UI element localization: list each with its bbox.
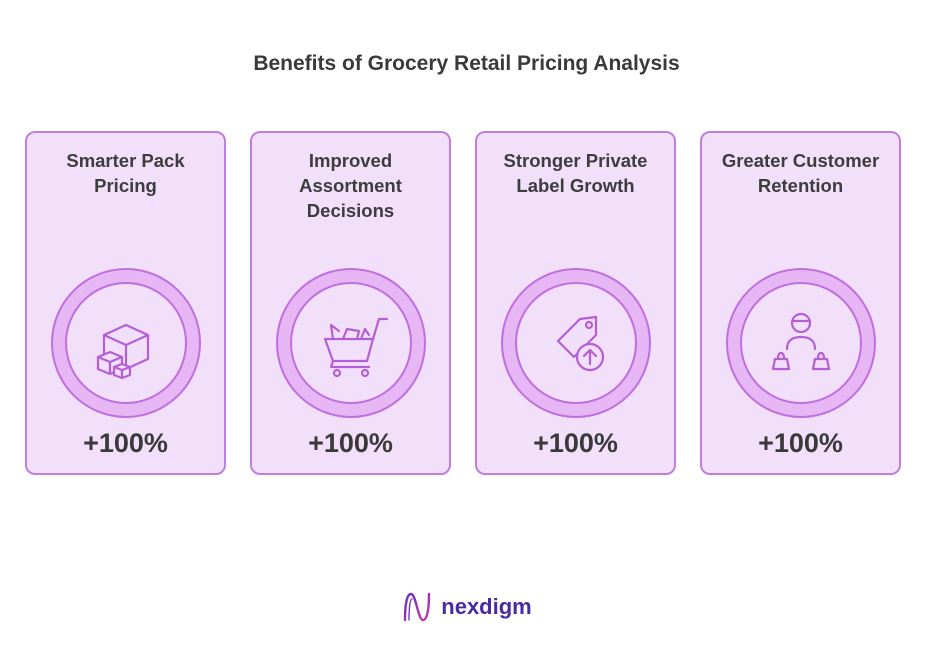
brand-name: nexdigm: [441, 594, 532, 619]
brand-logo: nexdigm: [0, 590, 933, 624]
boxes-icon: [96, 323, 150, 380]
customer-bags-icon: [771, 312, 831, 371]
card-label: Smarter Pack Pricing: [66, 150, 185, 196]
card-value: +100%: [758, 428, 843, 458]
icon-ring: [51, 268, 201, 418]
benefit-cards: Smarter Pack Pricing +100% Improved Asso…: [25, 131, 901, 475]
icon-ring: [276, 268, 426, 418]
card-value: +100%: [308, 428, 393, 458]
icon-ring: [726, 268, 876, 418]
price-tag-up-icon: [556, 315, 605, 372]
card-improved-assortment-decisions: Improved Assortment Decisions +100%: [250, 131, 451, 475]
card-label: Greater Customer Retention: [721, 150, 880, 196]
card-value: +100%: [533, 428, 618, 458]
card-label: Stronger Private Label Growth: [503, 150, 648, 196]
card-greater-customer-retention: Greater Customer Retention +100%: [700, 131, 901, 475]
icon-ring: [501, 268, 651, 418]
nexdigm-logo-icon: [404, 592, 431, 622]
card-value: +100%: [83, 428, 168, 458]
shopping-cart-icon: [323, 317, 389, 378]
card-label: Improved Assortment Decisions: [299, 150, 402, 221]
card-stronger-private-label-growth: Stronger Private Label Growth +100%: [475, 131, 676, 475]
card-smarter-pack-pricing: Smarter Pack Pricing +100%: [25, 131, 226, 475]
page-title: Benefits of Grocery Retail Pricing Analy…: [253, 52, 680, 75]
